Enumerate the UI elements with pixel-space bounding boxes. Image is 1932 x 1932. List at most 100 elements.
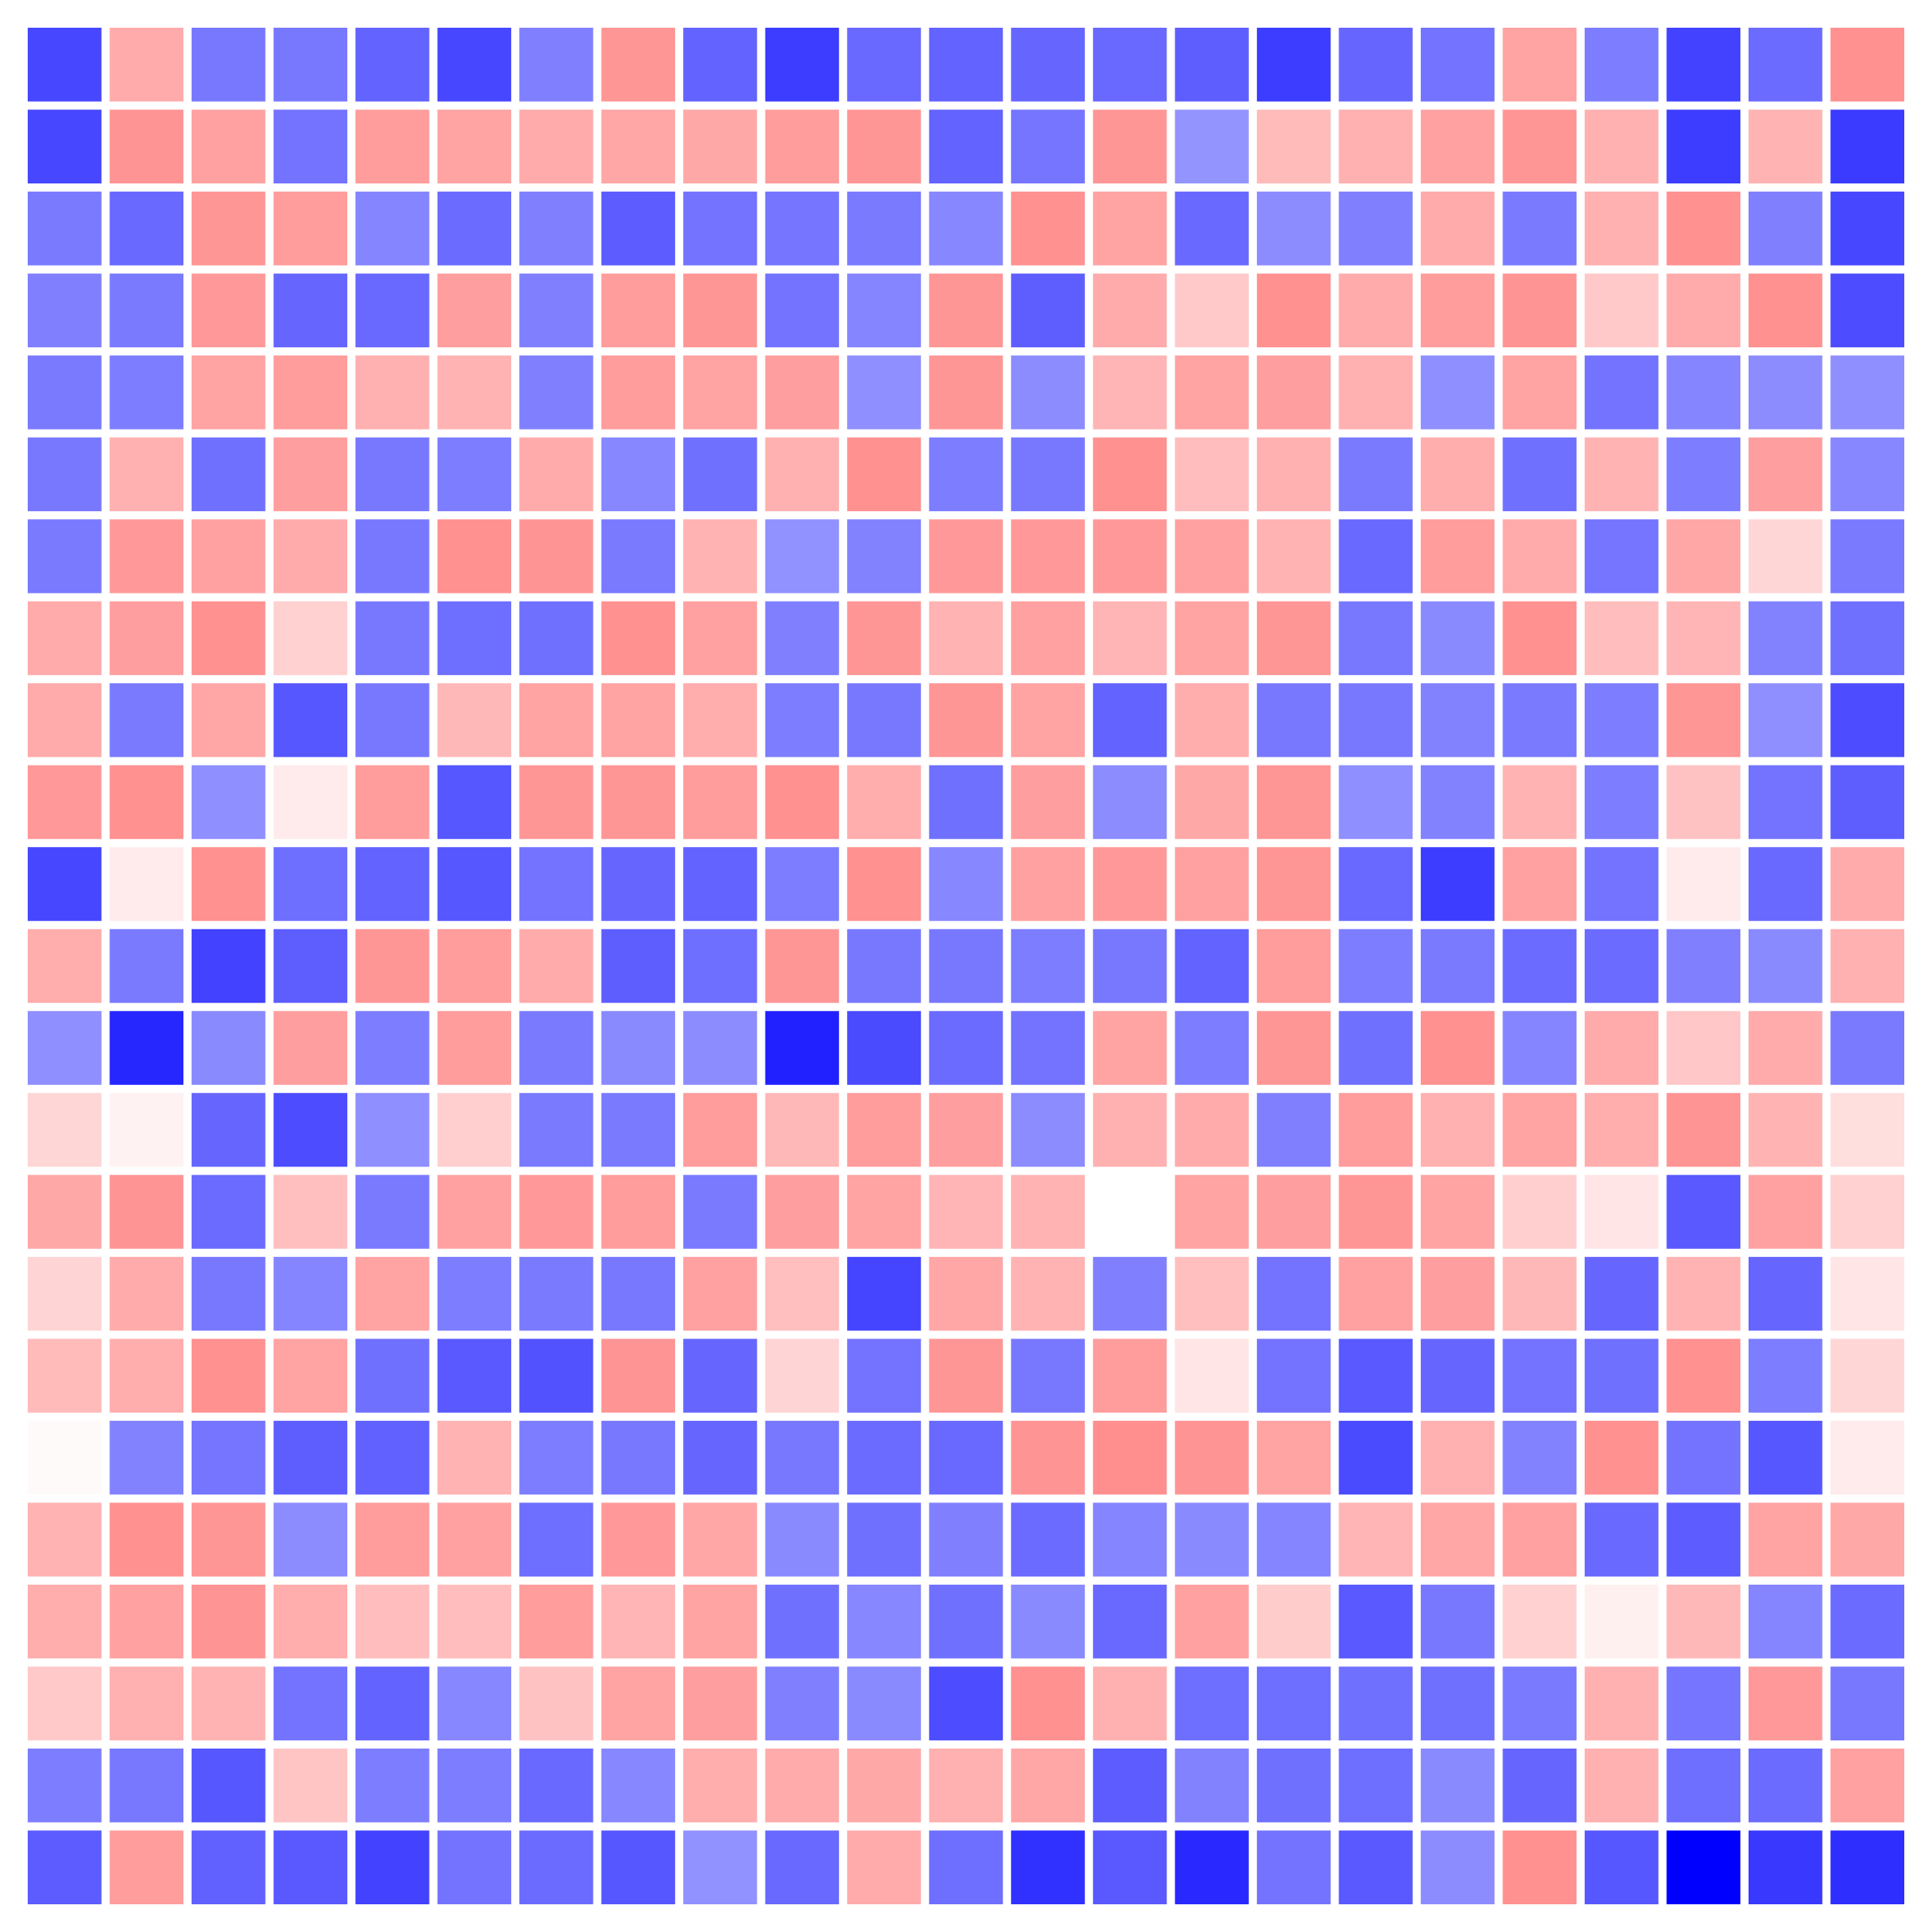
heatmap-cell-r13-c15 <box>1256 1092 1331 1167</box>
heatmap-cell-r21-c22 <box>1830 1748 1904 1823</box>
heatmap-cell-r21-c0 <box>28 1748 102 1823</box>
heatmap-cell-r3-c17 <box>1420 273 1495 348</box>
heatmap-cell-r22-c7 <box>601 1830 676 1904</box>
heatmap-cell-r17-c6 <box>519 1420 593 1495</box>
heatmap-cell-r0-c19 <box>1584 28 1659 102</box>
heatmap-cell-r7-c1 <box>109 601 184 676</box>
heatmap-cell-r11-c13 <box>1092 929 1167 1003</box>
heatmap-cell-r0-c12 <box>1011 28 1085 102</box>
heatmap-cell-r11-c5 <box>437 929 512 1003</box>
heatmap-cell-r22-c13 <box>1092 1830 1167 1904</box>
heatmap-cell-r20-c3 <box>273 1666 348 1740</box>
heatmap-cell-r7-c0 <box>28 601 102 676</box>
heatmap-cell-r9-c1 <box>109 765 184 840</box>
heatmap-cell-r12-c6 <box>519 1011 593 1085</box>
heatmap-cell-r19-c8 <box>683 1584 757 1659</box>
heatmap-cell-r3-c22 <box>1830 273 1904 348</box>
heatmap-cell-r12-c0 <box>28 1011 102 1085</box>
heatmap-cell-r19-c20 <box>1666 1584 1740 1659</box>
heatmap-cell-r5-c4 <box>355 437 430 512</box>
heatmap-cell-r13-c6 <box>519 1092 593 1167</box>
heatmap-cell-r17-c20 <box>1666 1420 1740 1495</box>
heatmap-cell-r15-c12 <box>1011 1256 1085 1331</box>
heatmap-cell-r2-c21 <box>1748 192 1823 266</box>
heatmap-cell-r4-c20 <box>1666 355 1740 430</box>
heatmap-cell-r3-c6 <box>519 273 593 348</box>
heatmap-cell-r8-c11 <box>929 683 1003 757</box>
heatmap-cell-r17-c21 <box>1748 1420 1823 1495</box>
heatmap-cell-r2-c4 <box>355 192 430 266</box>
heatmap-cell-r12-c16 <box>1339 1011 1413 1085</box>
heatmap-cell-r21-c19 <box>1584 1748 1659 1823</box>
heatmap-cell-r8-c9 <box>765 683 840 757</box>
heatmap-cell-r21-c2 <box>192 1748 266 1823</box>
heatmap-cell-r22-c1 <box>109 1830 184 1904</box>
heatmap-cell-r21-c20 <box>1666 1748 1740 1823</box>
heatmap-cell-r3-c3 <box>273 273 348 348</box>
heatmap-cell-r12-c21 <box>1748 1011 1823 1085</box>
heatmap-cell-r18-c7 <box>601 1502 676 1577</box>
heatmap-cell-r17-c0 <box>28 1420 102 1495</box>
heatmap-cell-r6-c0 <box>28 519 102 593</box>
heatmap-cell-r12-c5 <box>437 1011 512 1085</box>
heatmap-cell-r3-c19 <box>1584 273 1659 348</box>
heatmap-cell-r14-c5 <box>437 1175 512 1249</box>
heatmap-cell-r22-c4 <box>355 1830 430 1904</box>
heatmap-cell-r1-c0 <box>28 109 102 184</box>
heatmap-cell-r5-c11 <box>929 437 1003 512</box>
heatmap-cell-r2-c14 <box>1175 192 1249 266</box>
heatmap-cell-r16-c15 <box>1256 1339 1331 1413</box>
heatmap-cell-r1-c19 <box>1584 109 1659 184</box>
heatmap-cell-r1-c3 <box>273 109 348 184</box>
heatmap-cell-r17-c13 <box>1092 1420 1167 1495</box>
heatmap-cell-r5-c13 <box>1092 437 1167 512</box>
heatmap-cell-r1-c10 <box>847 109 921 184</box>
heatmap-cell-r3-c11 <box>929 273 1003 348</box>
heatmap-cell-r8-c18 <box>1502 683 1577 757</box>
heatmap-cell-r11-c18 <box>1502 929 1577 1003</box>
heatmap-cell-r14-c17 <box>1420 1175 1495 1249</box>
heatmap-cell-r18-c3 <box>273 1502 348 1577</box>
heatmap-cell-r2-c12 <box>1011 192 1085 266</box>
heatmap-cell-r19-c15 <box>1256 1584 1331 1659</box>
heatmap-cell-r15-c21 <box>1748 1256 1823 1331</box>
heatmap-cell-r12-c4 <box>355 1011 430 1085</box>
heatmap-cell-r6-c22 <box>1830 519 1904 593</box>
heatmap-cell-r18-c6 <box>519 1502 593 1577</box>
heatmap-cell-r13-c21 <box>1748 1092 1823 1167</box>
heatmap-cell-r11-c16 <box>1339 929 1413 1003</box>
heatmap-cell-r21-c12 <box>1011 1748 1085 1823</box>
heatmap-cell-r8-c0 <box>28 683 102 757</box>
heatmap-cell-r22-c12 <box>1011 1830 1085 1904</box>
heatmap-cell-r20-c19 <box>1584 1666 1659 1740</box>
heatmap-cell-r18-c13 <box>1092 1502 1167 1577</box>
heatmap-cell-r12-c18 <box>1502 1011 1577 1085</box>
heatmap-cell-r11-c1 <box>109 929 184 1003</box>
heatmap-cell-r19-c4 <box>355 1584 430 1659</box>
heatmap-cell-r0-c2 <box>192 28 266 102</box>
heatmap-cell-r8-c10 <box>847 683 921 757</box>
heatmap-cell-r11-c11 <box>929 929 1003 1003</box>
heatmap-cell-r18-c22 <box>1830 1502 1904 1577</box>
heatmap-cell-r12-c3 <box>273 1011 348 1085</box>
heatmap-cell-r4-c21 <box>1748 355 1823 430</box>
heatmap-cell-r2-c8 <box>683 192 757 266</box>
heatmap-cell-r6-c13 <box>1092 519 1167 593</box>
heatmap-cell-r1-c9 <box>765 109 840 184</box>
heatmap-cell-r10-c3 <box>273 847 348 921</box>
heatmap-cell-r1-c22 <box>1830 109 1904 184</box>
heatmap-cell-r15-c7 <box>601 1256 676 1331</box>
heatmap-cell-r2-c9 <box>765 192 840 266</box>
heatmap-cell-r12-c7 <box>601 1011 676 1085</box>
heatmap-cell-r17-c15 <box>1256 1420 1331 1495</box>
heatmap-cell-r22-c5 <box>437 1830 512 1904</box>
heatmap-cell-r22-c9 <box>765 1830 840 1904</box>
heatmap-cell-r22-c8 <box>683 1830 757 1904</box>
heatmap-cell-r22-c16 <box>1339 1830 1413 1904</box>
heatmap-cell-r6-c14 <box>1175 519 1249 593</box>
heatmap-cell-r8-c14 <box>1175 683 1249 757</box>
heatmap-cell-r3-c21 <box>1748 273 1823 348</box>
heatmap-cell-r0-c7 <box>601 28 676 102</box>
heatmap-cell-r20-c20 <box>1666 1666 1740 1740</box>
heatmap-cell-r4-c6 <box>519 355 593 430</box>
